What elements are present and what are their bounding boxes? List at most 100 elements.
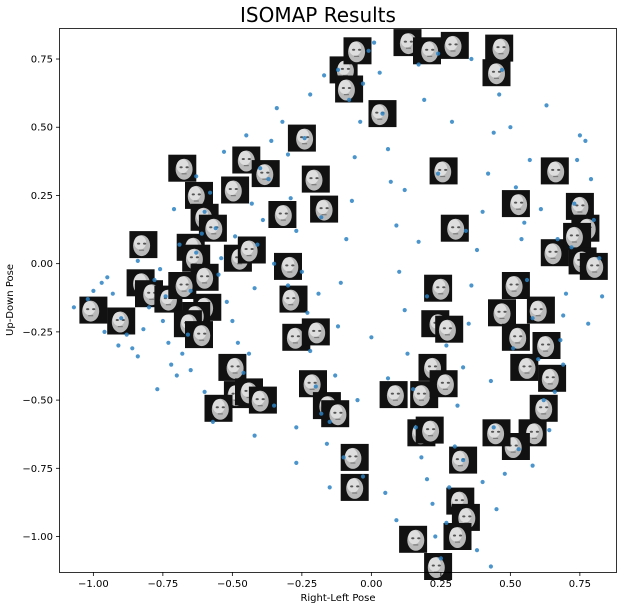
face-thumbnail: [221, 176, 250, 204]
scatter-point: [369, 335, 374, 340]
x-tick-label: −0.75: [148, 579, 179, 590]
face-thumbnail: [410, 381, 439, 409]
face-thumbnail: [563, 222, 592, 250]
face-thumbnail: [107, 307, 136, 335]
scatter-point: [302, 136, 307, 141]
scatter-point: [252, 286, 257, 291]
face-thumbnail: [310, 195, 339, 223]
scatter-point: [199, 231, 204, 236]
scatter-point: [260, 217, 265, 223]
scatter-point: [71, 305, 76, 310]
x-axis-ticks: −1.00 −0.75 −0.50 −0.25 0.00 0.25 0.50 0.75: [78, 572, 591, 590]
scatter-point: [452, 444, 457, 449]
scatter-point: [397, 269, 402, 274]
scatter-point: [241, 370, 246, 375]
scatter-point: [449, 119, 455, 124]
scatter-point: [380, 111, 385, 116]
scatter-point: [358, 119, 363, 124]
scatter-point: [255, 242, 260, 247]
y-tick-label: −0.50: [22, 396, 53, 407]
scatter-point: [438, 556, 443, 561]
scatter-point: [383, 490, 388, 495]
y-tick-label: 0.00: [31, 259, 53, 270]
scatter-point: [266, 177, 271, 182]
scatter-point: [436, 171, 441, 176]
face-thumbnail: [279, 285, 308, 313]
scatter-point: [413, 425, 418, 430]
scatter-point: [85, 297, 90, 302]
scatter-point: [338, 280, 343, 285]
scatter-point: [480, 479, 485, 485]
face-thumbnail: [424, 553, 453, 580]
face-thumbnail: [379, 381, 408, 409]
face-thumbnail: [540, 239, 569, 267]
scatter-point: [294, 228, 299, 233]
face-thumbnail: [237, 236, 266, 264]
scatter-point: [194, 250, 199, 255]
scatter-point: [469, 283, 474, 288]
scatter-point: [424, 477, 430, 482]
scatter-point: [561, 362, 566, 367]
scatter-point: [597, 256, 602, 261]
face-thumbnail: [79, 296, 108, 324]
scatter-point: [561, 313, 566, 318]
chart-title: ISOMAP Results: [240, 3, 396, 27]
scatter-point: [219, 256, 224, 261]
face-thumbnail: [429, 157, 458, 185]
face-thumbnail: [501, 323, 530, 351]
scatter-point: [355, 398, 360, 403]
scatter-point: [99, 280, 104, 285]
scatter-point: [213, 226, 218, 231]
scatter-point: [388, 179, 393, 184]
face-thumbnail: [301, 318, 330, 346]
scatter-point: [416, 239, 421, 244]
y-axis-label: Up-Down Pose: [5, 264, 16, 336]
face-thumbnail: [321, 400, 350, 428]
scatter-point: [272, 403, 277, 408]
scatter-point: [419, 455, 424, 460]
scatter-point: [313, 384, 318, 389]
scatter-point: [572, 201, 577, 206]
scatter-point: [216, 272, 221, 277]
face-thumbnail: [251, 160, 280, 188]
scatter-point: [252, 433, 257, 438]
scatter-point: [372, 40, 377, 45]
scatter-point: [536, 357, 541, 362]
scatter-point: [405, 351, 410, 356]
scatter-point: [463, 228, 468, 233]
scatter-point: [246, 351, 252, 356]
scatter-point: [516, 447, 521, 452]
scatter-point: [530, 463, 535, 468]
scatter-point: [424, 294, 430, 299]
scatter-point: [322, 73, 327, 78]
scatter-point: [294, 425, 299, 430]
scatter-point: [491, 425, 496, 430]
x-axis-label: Right-Left Pose: [300, 593, 375, 604]
y-axis-ticks: 0.75 0.50 0.25 0.00 −0.25 −0.50 −0.75 −1.00: [22, 55, 60, 543]
scatter-point: [230, 318, 235, 324]
scatter-point: [575, 157, 580, 163]
face-thumbnail: [248, 386, 277, 414]
scatter-point: [105, 275, 110, 280]
face-thumbnail: [218, 353, 247, 381]
scatter-point: [233, 234, 238, 239]
scatter-point: [497, 92, 502, 97]
scatter-point: [210, 419, 215, 424]
x-tick-label: 0.50: [499, 579, 521, 590]
scatter-point: [135, 258, 140, 263]
x-tick-label: 0.00: [360, 579, 382, 590]
face-thumbnail: [501, 433, 530, 460]
face-thumbnail: [510, 353, 539, 381]
scatter-point: [444, 520, 449, 526]
face-thumbnail: [168, 272, 197, 299]
face-thumbnail: [413, 37, 441, 65]
scatter-point: [160, 318, 165, 324]
face-thumbnail: [540, 157, 569, 185]
face-thumbnail: [268, 201, 297, 228]
scatter-point: [158, 267, 163, 272]
scatter-point: [294, 460, 299, 465]
face-thumbnail: [204, 394, 233, 422]
scatter-point: [119, 316, 124, 321]
scatter-point: [480, 209, 485, 214]
scatter-point: [308, 348, 313, 354]
